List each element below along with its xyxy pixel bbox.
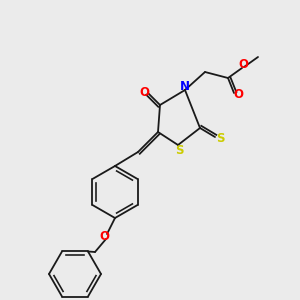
Text: S: S	[216, 133, 224, 146]
Text: N: N	[180, 80, 190, 94]
Text: O: O	[99, 230, 109, 242]
Text: O: O	[238, 58, 248, 70]
Text: O: O	[139, 86, 149, 100]
Text: O: O	[233, 88, 243, 100]
Text: S: S	[175, 145, 183, 158]
